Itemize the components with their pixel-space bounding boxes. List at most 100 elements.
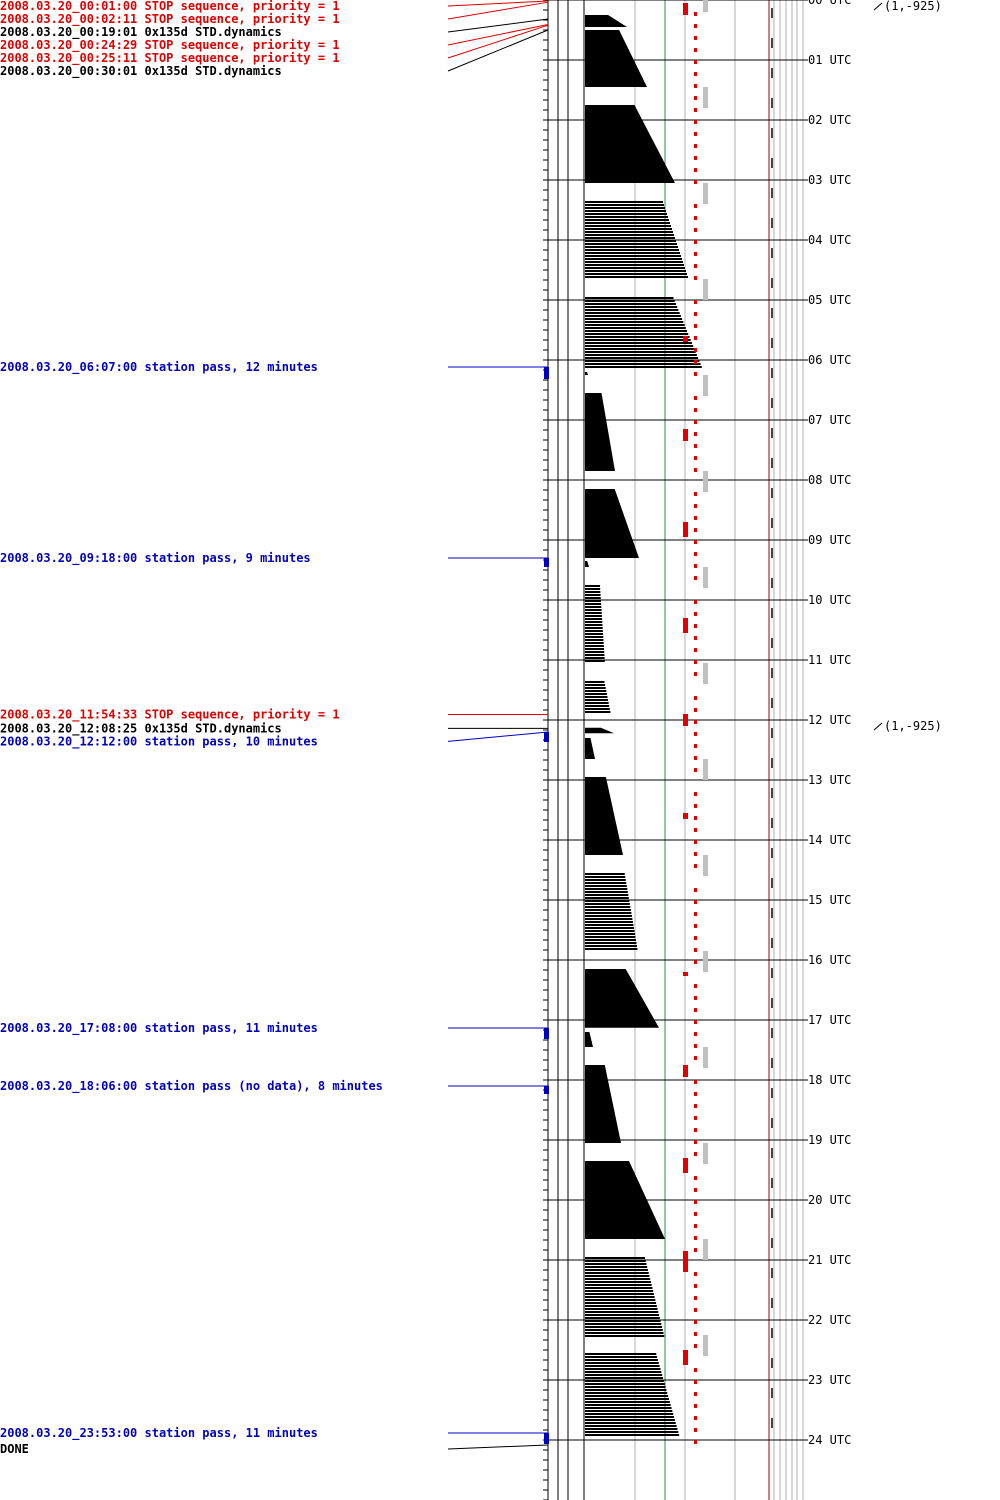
sawtooth-stripe xyxy=(585,1320,661,1322)
red-dash xyxy=(694,624,697,628)
sawtooth-stripe xyxy=(585,1317,660,1319)
sawtooth-stripe xyxy=(585,366,702,368)
red-block xyxy=(683,972,688,976)
red-dash-column xyxy=(683,3,697,1444)
status-mark xyxy=(771,278,773,288)
pass-marker xyxy=(544,1027,549,1039)
red-dash xyxy=(694,840,697,844)
sawtooth-stripe xyxy=(585,636,604,638)
sawtooth-stripe xyxy=(585,1257,645,1259)
red-dash xyxy=(694,1224,697,1228)
status-mark xyxy=(771,1148,773,1158)
hour-label: 10 UTC xyxy=(808,593,851,607)
red-dash xyxy=(694,1380,697,1384)
hour-label: 22 UTC xyxy=(808,1313,851,1327)
grey-block xyxy=(703,0,708,12)
red-dash xyxy=(694,444,697,448)
red-dash xyxy=(694,468,697,472)
sawtooth-stripe xyxy=(585,918,633,920)
sawtooth-stripe xyxy=(585,585,600,587)
sawtooth-stripe xyxy=(585,1368,661,1370)
event-leader xyxy=(447,18,549,33)
sawtooth-stripe xyxy=(585,645,604,647)
sawtooth-stripe xyxy=(585,699,609,701)
event-label: 2008.03.20_23:53:00 station pass, 11 min… xyxy=(0,1426,318,1441)
sawtooth-stripe xyxy=(585,903,630,905)
red-dash xyxy=(694,180,697,184)
pass-marker xyxy=(544,1432,549,1444)
sawtooth-stripe xyxy=(585,261,683,263)
annotation-arrow xyxy=(873,722,883,731)
red-dash xyxy=(694,1296,697,1300)
red-dash xyxy=(694,252,697,256)
event-leader xyxy=(447,0,549,7)
status-mark xyxy=(771,428,773,438)
red-dash xyxy=(694,1440,697,1444)
sawtooth-stripe xyxy=(585,1356,658,1358)
status-mark xyxy=(771,1388,773,1398)
red-dash xyxy=(694,768,697,772)
hour-label: 00 UTC xyxy=(808,0,851,7)
sawtooth-stripe xyxy=(585,690,607,692)
red-dash xyxy=(694,1344,697,1348)
sawtooth-stripe xyxy=(585,222,670,224)
red-dash xyxy=(694,1392,697,1396)
red-dash xyxy=(694,432,697,436)
red-dash xyxy=(694,276,697,280)
red-dash xyxy=(694,1320,697,1324)
sawtooth-stripe xyxy=(585,1413,674,1415)
red-dash xyxy=(694,1212,697,1216)
sawtooth-stripe xyxy=(585,303,676,305)
sawtooth-stripe xyxy=(585,909,631,911)
hour-label: 19 UTC xyxy=(808,1133,851,1147)
sawtooth-stripe xyxy=(585,1281,651,1283)
status-mark xyxy=(771,368,773,378)
grey-block xyxy=(703,951,708,972)
sawtooth-stripe xyxy=(585,276,688,278)
status-mark xyxy=(771,248,773,258)
red-dash xyxy=(694,408,697,412)
annotation-arrow xyxy=(873,2,883,11)
sawtooth-stripe xyxy=(585,1335,665,1337)
status-mark xyxy=(771,218,773,228)
sawtooth-stripe xyxy=(585,897,629,899)
hour-label: 01 UTC xyxy=(808,53,851,67)
sawtooth-stripe xyxy=(585,882,627,884)
sawtooth-stripe xyxy=(585,1380,664,1382)
red-dash xyxy=(694,1284,697,1288)
sawtooth-stripe xyxy=(585,633,604,635)
pass-marker xyxy=(544,1086,549,1094)
sawtooth-block xyxy=(585,738,595,759)
sawtooth-stripe xyxy=(585,915,632,917)
red-dash xyxy=(694,660,697,664)
sawtooth-stripe xyxy=(585,615,602,617)
status-mark xyxy=(771,1298,773,1308)
grey-block xyxy=(703,1239,708,1260)
red-dash xyxy=(694,228,697,232)
sawtooth-stripe xyxy=(585,621,603,623)
grey-block xyxy=(703,567,708,588)
sawtooth-stripe xyxy=(585,228,672,230)
red-dash xyxy=(694,1152,697,1156)
sawtooth-stripe xyxy=(585,300,675,302)
sawtooth-stripe xyxy=(585,600,601,602)
sawtooth-stripe xyxy=(585,1302,657,1304)
status-mark xyxy=(771,128,773,138)
red-dash xyxy=(694,396,697,400)
sawtooth-block xyxy=(585,489,639,558)
sawtooth-stripe xyxy=(585,627,603,629)
status-mark xyxy=(771,1118,773,1128)
red-dash xyxy=(694,312,697,316)
sawtooth-stripe xyxy=(585,597,601,599)
sawtooth-stripe xyxy=(585,681,605,683)
status-mark xyxy=(771,728,773,738)
red-dash xyxy=(694,612,697,616)
sawtooth-stripe xyxy=(585,210,666,212)
sawtooth-block xyxy=(585,561,589,567)
sawtooth-stripe xyxy=(585,684,606,686)
sawtooth-stripe xyxy=(585,708,610,710)
hour-label: 23 UTC xyxy=(808,1373,851,1387)
status-mark xyxy=(771,848,773,858)
red-dash xyxy=(694,360,697,364)
